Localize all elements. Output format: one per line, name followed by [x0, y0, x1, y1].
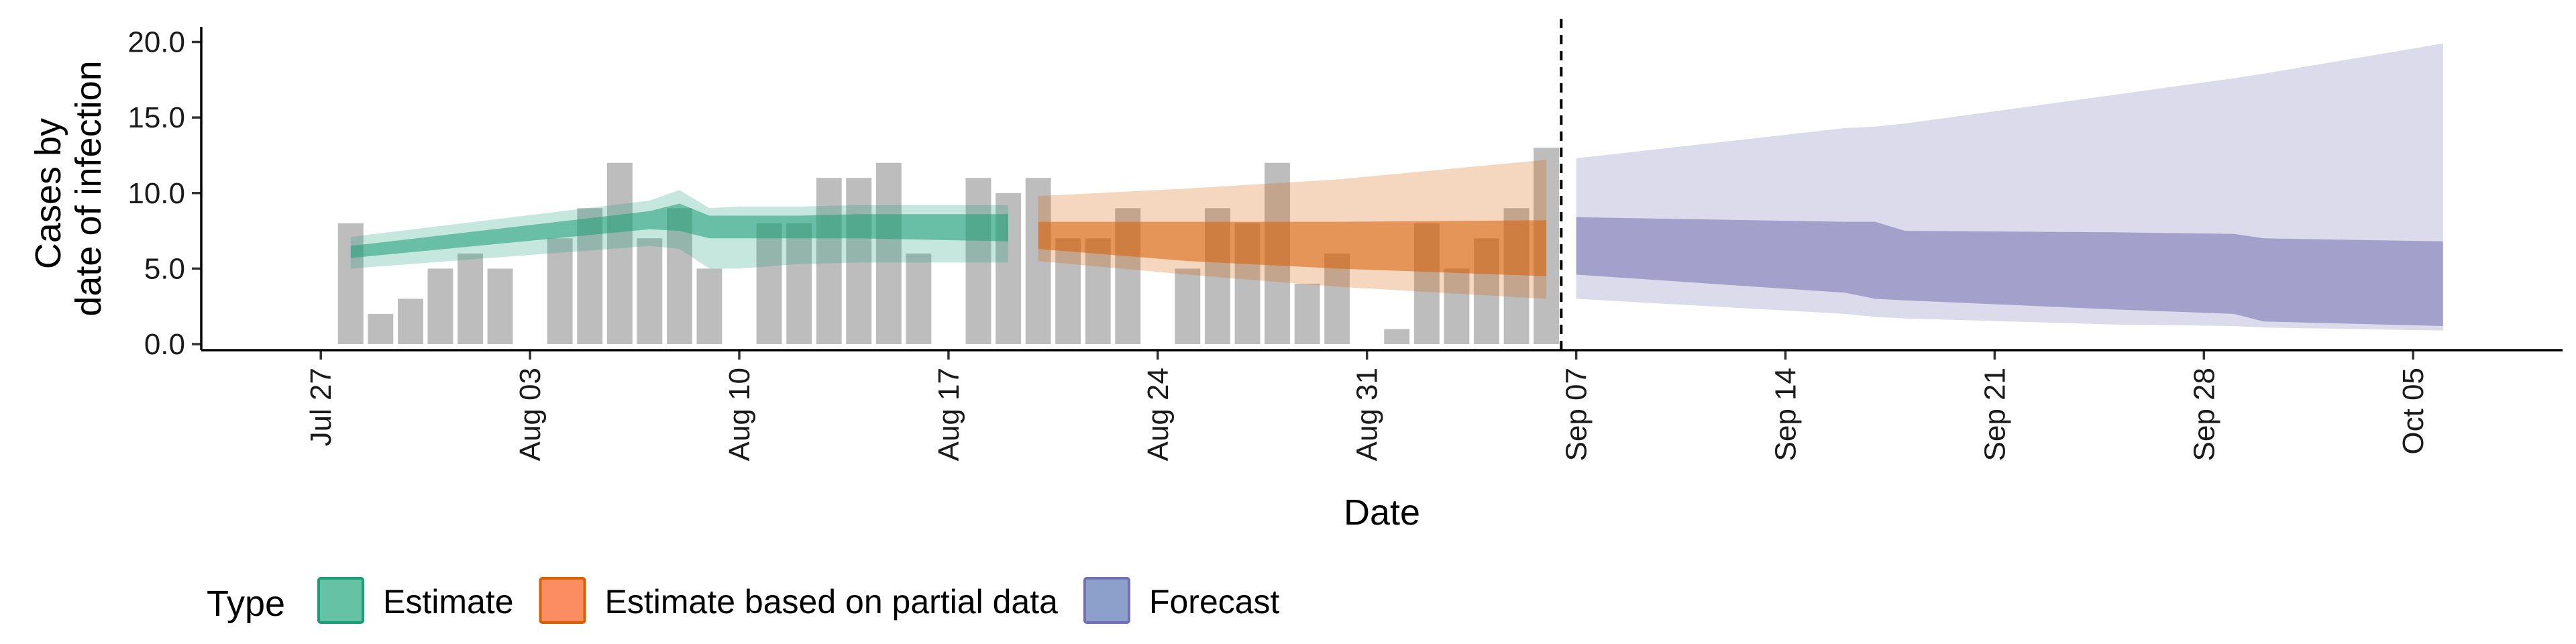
bar	[756, 223, 782, 344]
bar	[1085, 238, 1111, 344]
y-tick-label: 15.0	[127, 101, 185, 134]
bar	[696, 268, 722, 344]
bar	[1384, 329, 1410, 344]
y-axis-ticks: 0.0 5.0 10.0 15.0 20.0	[127, 26, 201, 361]
bar	[487, 268, 513, 344]
bar	[906, 253, 932, 344]
x-tick-label: Aug 17	[932, 368, 965, 461]
bar	[606, 162, 633, 344]
y-axis-title-line-2: date of infection	[68, 60, 109, 316]
band-inner-0	[350, 203, 1008, 258]
plot-area	[337, 19, 2443, 350]
bar	[1055, 238, 1081, 344]
x-tick-label: Sep 07	[1560, 368, 1593, 461]
legend-label: Forecast	[1149, 583, 1280, 621]
band-inner-1	[1038, 220, 1547, 276]
bar	[1294, 283, 1320, 344]
bar	[337, 223, 364, 344]
y-axis-title: Cases by date of infection	[28, 60, 109, 316]
x-tick-label: Aug 03	[514, 368, 547, 461]
legend-title: Type	[207, 584, 285, 624]
x-axis-ticks: Jul 27 Aug 03 Aug 10 Aug 17 Aug 24 Aug 31 Sep …	[305, 350, 2430, 461]
bar	[547, 238, 573, 344]
legend-label: Estimate	[383, 583, 514, 621]
bar	[398, 299, 423, 344]
legend: Type Estimate Estimate based on partial d…	[207, 577, 1280, 624]
bar	[816, 178, 842, 344]
bar	[875, 162, 902, 344]
x-tick-label: Sep 28	[2188, 368, 2220, 461]
band-series	[350, 43, 2443, 331]
y-tick-label: 10.0	[127, 177, 185, 210]
legend-label: Estimate based on partial data	[605, 583, 1059, 621]
legend-swatch	[1083, 577, 1130, 624]
bar	[1025, 178, 1051, 344]
bar	[1444, 268, 1470, 344]
band-inner-2	[1576, 217, 2443, 326]
x-tick-label: Aug 24	[1142, 368, 1175, 461]
y-tick-label: 20.0	[127, 26, 185, 59]
bar	[458, 253, 483, 344]
bar	[786, 223, 812, 344]
x-axis-title: Date	[1344, 492, 1420, 533]
y-tick-label: 0.0	[144, 328, 185, 361]
y-axis-title-line-1: Cases by	[28, 118, 68, 269]
x-tick-label: Oct 05	[2397, 368, 2430, 455]
bar	[965, 178, 991, 344]
bar	[1175, 268, 1201, 344]
bar	[846, 178, 872, 344]
bar	[368, 313, 394, 344]
x-tick-label: Jul 27	[305, 368, 337, 446]
bar	[427, 268, 453, 344]
x-tick-label: Aug 31	[1351, 368, 1384, 461]
y-tick-label: 5.0	[144, 252, 185, 285]
x-tick-label: Aug 10	[723, 368, 756, 461]
bar	[637, 238, 663, 344]
legend-swatch	[539, 577, 586, 624]
legend-swatch	[317, 577, 364, 624]
x-tick-label: Sep 21	[1978, 368, 2011, 461]
axes: 0.0 5.0 10.0 15.0 20.0 Jul 27 Aug 03 Aug 10 Aug…	[127, 26, 2563, 461]
x-tick-label: Sep 14	[1770, 368, 1803, 461]
